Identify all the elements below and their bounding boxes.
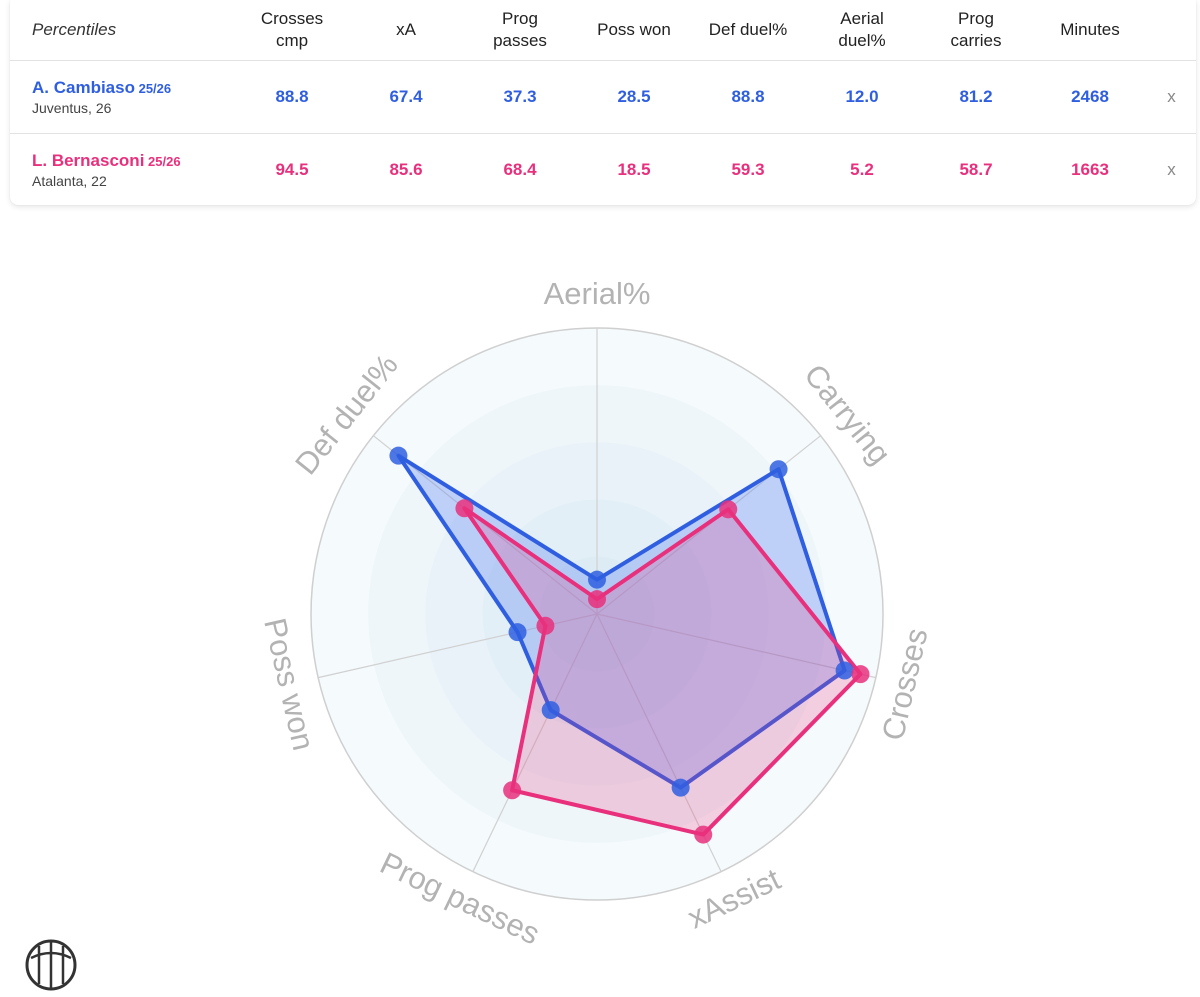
player-name[interactable]: A. Cambiaso 25/26 [32,78,235,98]
column-header-line: Poss won [597,20,671,39]
data-point [851,665,870,684]
player-season: 25/26 [144,154,181,169]
player-name-text: L. Bernasconi [32,151,145,170]
column-header-line: Def duel% [708,20,788,39]
stat-value: 59.3 [731,160,765,179]
column-header[interactable]: Prog carries [919,0,1033,61]
player-team: Atalanta, 22 [32,173,107,189]
column-header-line: carries [950,31,1002,50]
data-point [769,460,788,479]
column-header[interactable]: xA [349,0,463,61]
player-row: A. Cambiaso 25/26 Juventus, 26 88.8 67.4 37.… [10,60,1196,134]
column-header-line: Crosses [260,9,324,28]
remove-player-button[interactable]: x [1167,160,1176,179]
stat-value: 88.8 [691,60,805,134]
column-header[interactable]: Def duel% [691,0,805,61]
stat-value: 85.6 [389,160,423,179]
data-point [455,499,474,518]
site-logo [24,938,78,992]
column-header-line: passes [493,31,547,50]
data-point [536,616,555,635]
data-point [503,781,522,800]
player-name-text: A. Cambiaso [32,78,135,97]
stat-value: 5.2 [850,160,874,179]
column-header-line: cmp [275,31,309,50]
axis-label: Aerial% [544,276,651,311]
stat-value: 58.7 [959,160,993,179]
axis-label: Crosses [875,625,934,744]
column-header-line: Prog [502,9,538,28]
data-point [389,446,408,465]
remove-player-button[interactable]: x [1147,60,1196,134]
column-header[interactable]: Poss won [577,0,691,61]
data-point [694,825,713,844]
player-team: Juventus, 26 [32,100,112,116]
column-header-line: xA [396,20,416,39]
data-point [835,661,854,680]
player-season: 25/26 [134,81,172,96]
series-polygon [462,506,863,837]
column-header[interactable]: Prog passes [463,0,577,61]
player-cell[interactable]: L. Bernasconi 25/26 Atalanta, 22 [10,134,235,207]
column-header[interactable]: Aerial duel% [805,0,919,61]
stat-value: 1663 [1071,160,1109,179]
column-header[interactable]: Minutes [1033,0,1147,61]
data-point [588,590,606,609]
data-point [541,701,560,720]
percentiles-table: Percentiles Crosses cmp xA Prog passes Poss w… [10,0,1196,206]
stat-value: 94.5 [275,160,309,179]
player-name[interactable]: L. Bernasconi 25/26 [32,151,235,171]
column-header-line: Prog [958,9,994,28]
data-point [671,778,690,797]
player-cell[interactable]: A. Cambiaso 25/26 Juventus, 26 [10,60,235,134]
stat-value: 28.5 [577,60,691,134]
column-header[interactable]: Crosses cmp [235,0,349,61]
data-point [588,570,606,589]
stat-value: 18.5 [617,160,651,179]
stat-value: 67.4 [349,60,463,134]
player-row: L. Bernasconi 25/26 Atalanta, 22 94.5 85.6 6… [10,134,1196,207]
stat-value: 68.4 [503,160,537,179]
data-point [508,623,527,642]
stat-value: 81.2 [919,60,1033,134]
comparison-table-card: Percentiles Crosses cmp xA Prog passes Poss w… [10,0,1196,205]
stat-value: 88.8 [235,60,349,134]
percentiles-label: Percentiles [10,0,235,61]
remove-column-header [1147,0,1196,61]
stat-value: 37.3 [463,60,577,134]
stat-value: 2468 [1033,60,1147,134]
stat-value: 12.0 [805,60,919,134]
column-header-line: duel% [838,31,886,50]
radar-spoke [596,613,876,679]
column-header-line: Aerial [840,9,884,28]
table-header-row: Percentiles Crosses cmp xA Prog passes Poss w… [10,0,1196,61]
column-header-line: Minutes [1060,20,1120,39]
radar-spoke [472,613,598,872]
data-point [719,500,738,519]
